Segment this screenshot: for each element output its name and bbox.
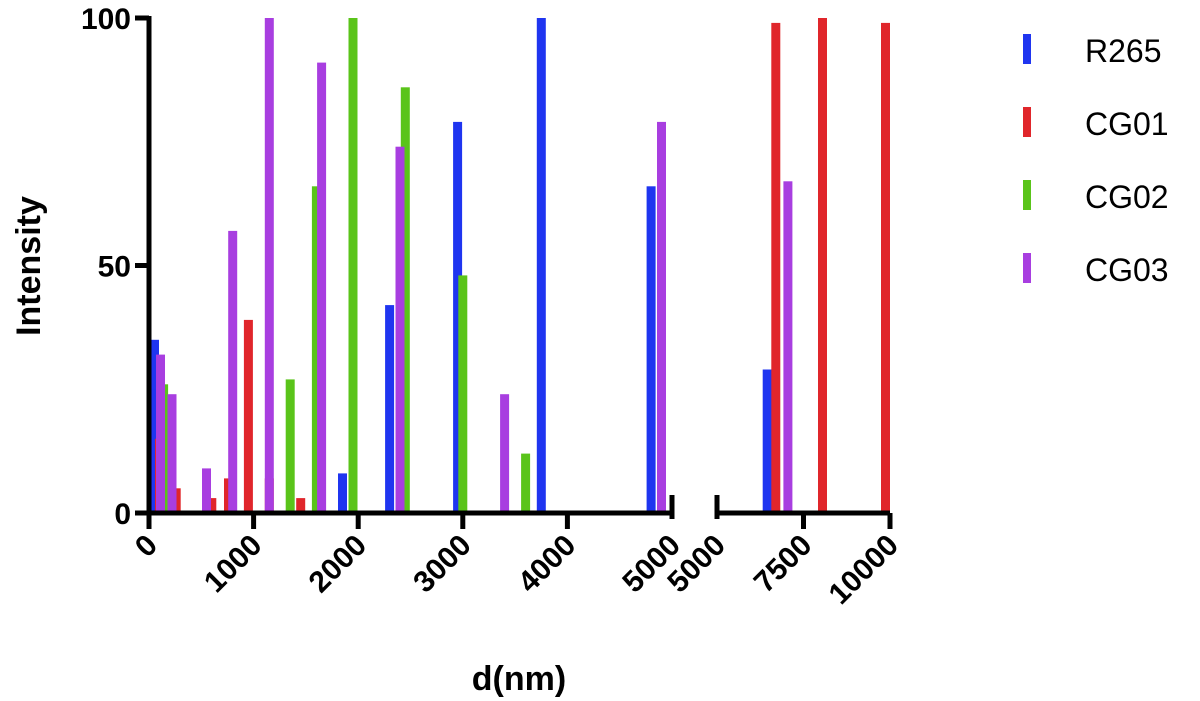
legend-label-cg02: CG02 [1085,179,1169,215]
bar-cg03-6 [395,146,405,513]
legend-swatch-cg01 [1023,107,1031,137]
bar-r265-5 [385,305,395,513]
x-tick-label-2-7500: 7500 [748,529,819,600]
bar-cg01-8 [296,498,306,513]
bar-cg03-2 [202,468,211,513]
bar-cg03-3 [228,230,238,513]
x-tick-label-1-2000: 2000 [303,529,374,600]
bar-r265-9 [762,369,772,513]
y-tick-label-0: 0 [114,498,131,531]
legend-label-cg01: CG01 [1085,106,1169,142]
bar-cg03-9 [783,181,793,514]
bar-r265-6 [453,121,463,514]
bar-cg01-11 [881,22,890,514]
bar-r265-8 [646,186,656,514]
bar-r265-1 [150,389,159,514]
x-axis-title: d(nm) [472,660,566,698]
bar-r265-4 [338,473,347,513]
bar-cg02-4 [400,87,410,514]
legend-label-r265: R265 [1085,33,1162,69]
y-tick-label-50: 50 [98,251,131,284]
legend-swatch-cg02 [1023,180,1031,210]
bar-cg02-3 [348,18,358,513]
bar-cg03-5 [317,62,327,513]
bar-cg02-5 [458,275,468,513]
bar-cg03-0 [156,354,165,513]
bar-cg01-10 [818,18,827,513]
bar-cg03-4 [264,18,274,513]
bars-layer [150,18,890,514]
legend-swatch-cg03 [1023,253,1031,283]
bar-cg02-6 [521,453,531,513]
legend-swatch-r265 [1023,34,1031,64]
bar-r265-7 [536,18,546,513]
x-tick-label-1-3000: 3000 [407,529,478,600]
y-axis-title: Intensity [10,196,48,336]
x-tick-label-1-1000: 1000 [198,529,269,600]
bar-cg01-4 [207,498,217,513]
bar-cg02-1 [285,379,295,513]
bar-cg03-1 [167,394,177,513]
legend: R265 CG01 CG02 CG03 [1023,33,1169,288]
bar-cg03-8 [657,121,666,514]
y-tick-label-100: 100 [81,3,131,36]
bar-cg03-7 [500,394,510,513]
bar-cg02-2 [311,186,321,514]
x-tick-label-2-10000: 10000 [823,529,905,611]
legend-label-cg03: CG03 [1085,252,1169,288]
x-tick-label-1-0: 0 [129,529,164,564]
bar-cg01-9 [771,22,781,514]
bar-cg01-6 [243,319,253,513]
x-tick-label-1-4000: 4000 [512,529,583,600]
